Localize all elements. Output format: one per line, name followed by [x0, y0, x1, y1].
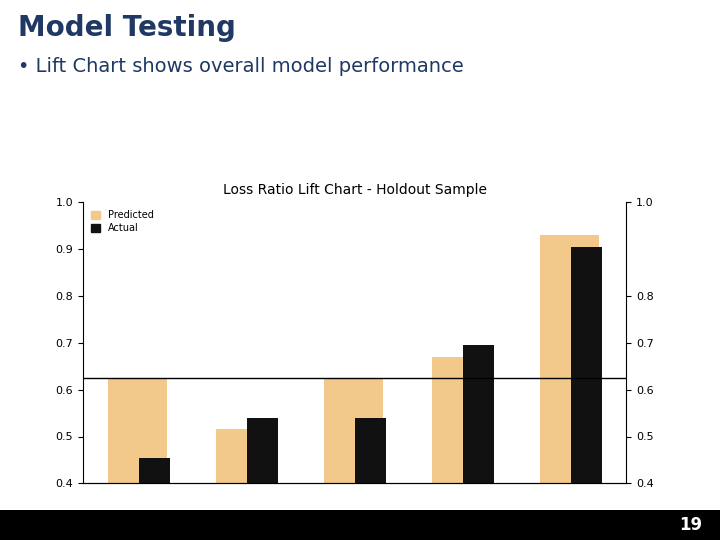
- Bar: [140, 457, 170, 540]
- Legend: Predicted, Actual: Predicted, Actual: [88, 207, 157, 236]
- Bar: [431, 357, 491, 540]
- Bar: [107, 378, 167, 540]
- Bar: [464, 345, 494, 540]
- Text: 19: 19: [679, 516, 702, 534]
- Bar: [215, 429, 275, 540]
- Text: • Lift Chart shows overall model performance: • Lift Chart shows overall model perform…: [18, 57, 464, 76]
- Bar: [572, 247, 602, 540]
- Bar: [323, 378, 383, 540]
- Bar: [356, 418, 386, 540]
- Text: Model Testing: Model Testing: [18, 14, 236, 42]
- Bar: [539, 235, 599, 540]
- Title: Loss Ratio Lift Chart - Holdout Sample: Loss Ratio Lift Chart - Holdout Sample: [222, 183, 487, 197]
- Bar: [248, 418, 278, 540]
